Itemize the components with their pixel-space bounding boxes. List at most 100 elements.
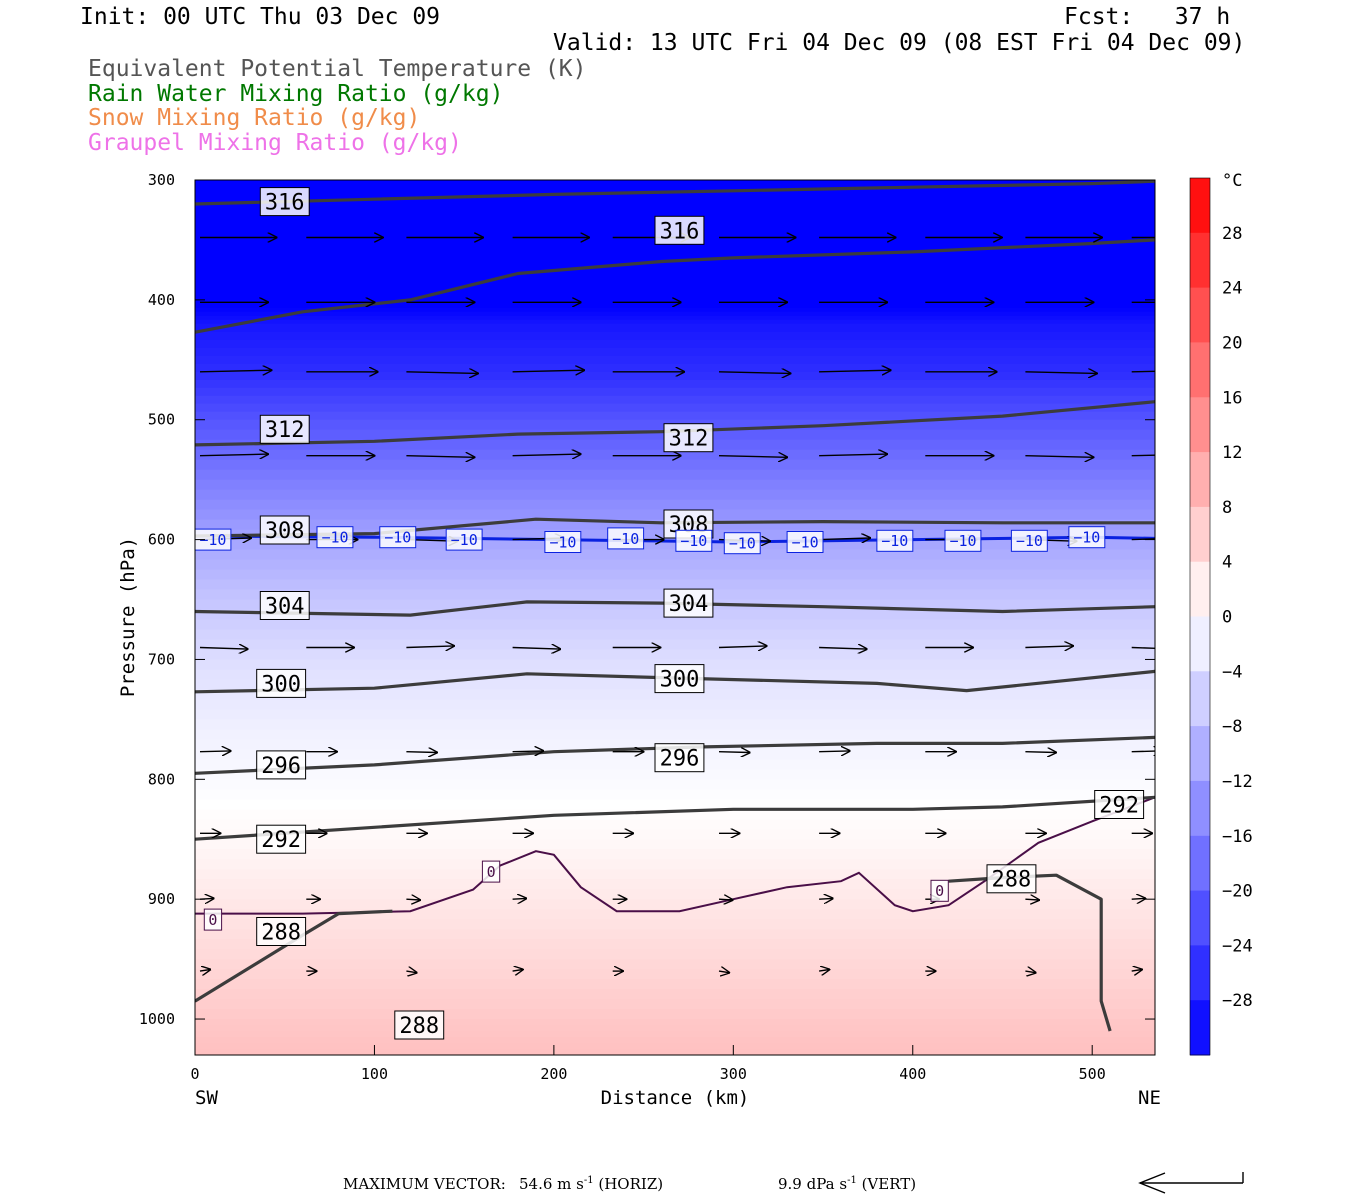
field-label-rain: Rain Water Mixing Ratio (g/kg) (88, 81, 504, 107)
theta-e-label: 296 (256, 750, 307, 780)
svg-text:304: 304 (669, 592, 709, 617)
wind-vector (1025, 971, 1035, 973)
temperature-band (195, 323, 1155, 333)
temperature-band (195, 979, 1155, 990)
svg-text:−10: −10 (549, 533, 576, 551)
wind-vector (1025, 372, 1096, 374)
temperature-band (195, 619, 1155, 631)
x-tick-label: 100 (361, 1065, 388, 1083)
wind-vector (406, 752, 437, 753)
wind-vector (406, 899, 420, 900)
svg-text:−10: −10 (792, 533, 819, 551)
zero-label: 0 (203, 908, 223, 931)
svg-text:−10: −10 (384, 529, 411, 547)
wind-vector (1131, 454, 1155, 457)
theta-e-contour-308 (195, 517, 1155, 538)
colorbar-tick-label: −4 (1222, 662, 1242, 682)
wind-vector (199, 970, 210, 972)
colorbar-tick-label: −8 (1222, 717, 1242, 737)
colorbar-tick-label: −16 (1222, 827, 1253, 847)
theta-e-contour-312 (195, 400, 1155, 447)
wind-vector (1131, 538, 1155, 541)
colorbar-unit: °C (1222, 171, 1242, 191)
field-label-snow: Snow Mixing Ratio (g/kg) (88, 105, 421, 131)
temperature-band (195, 849, 1155, 860)
svg-text:292: 292 (261, 828, 301, 853)
wind-vector (718, 372, 790, 374)
svg-text:−10: −10 (1073, 529, 1100, 547)
init-time: Init: 00 UTC Thu 03 Dec 09 (80, 4, 441, 30)
minus10-label: −10 (1010, 529, 1048, 552)
colorbar-swatch (1190, 506, 1210, 563)
svg-text:−10: −10 (1016, 532, 1043, 550)
temperature-band (195, 1049, 1155, 1055)
colorbar-frame (1189, 177, 1211, 1056)
theta-e-contour-292 (195, 795, 1155, 841)
temperature-band (195, 549, 1155, 561)
theta-e-label: 300 (654, 664, 705, 694)
svg-text:288: 288 (399, 1014, 439, 1039)
theta-e-label: 312 (663, 423, 714, 453)
wind-vector (718, 899, 733, 900)
temperature-band (195, 789, 1155, 800)
temperature-band (195, 355, 1155, 365)
ne-label: NE (1138, 1087, 1161, 1109)
wind-vector (199, 751, 231, 752)
minus10-label: −10 (445, 528, 483, 551)
temperature-band (195, 1037, 1155, 1044)
temperature-band (195, 539, 1155, 551)
temperature-band (195, 769, 1155, 780)
wind-vector (406, 372, 477, 374)
field-label-graupel: Graupel Mixing Ratio (g/kg) (88, 130, 462, 156)
theta-e-label: 288 (256, 917, 307, 946)
svg-text:292: 292 (1099, 793, 1139, 818)
svg-text:296: 296 (261, 754, 301, 779)
temperature-band (195, 699, 1155, 710)
theta-e-label: 292 (256, 824, 307, 854)
temperature-band (195, 469, 1155, 481)
wind-vector (1025, 646, 1073, 648)
minus10-label: −10 (194, 528, 232, 551)
colorbar-tick-label: 8 (1222, 498, 1232, 518)
svg-text:−10: −10 (729, 535, 756, 553)
temperature-band (195, 479, 1155, 491)
temperature-band (195, 729, 1155, 740)
svg-text:−10: −10 (881, 532, 908, 550)
wind-vector (406, 971, 416, 973)
colorbar-tick-label: 16 (1222, 388, 1242, 408)
temperature-shading (195, 180, 1155, 1055)
minus10-label: −10 (786, 531, 824, 553)
theta-e-label: 300 (256, 668, 307, 698)
svg-text:316: 316 (265, 191, 305, 216)
wind-vector (199, 370, 271, 372)
colorbar-tick-label: −24 (1222, 936, 1253, 956)
svg-text:304: 304 (265, 594, 305, 619)
x-tick-label: 500 (1079, 1065, 1106, 1083)
wind-vector (406, 646, 454, 648)
colorbar-tick-label: −28 (1222, 991, 1253, 1011)
wind-vector (1131, 970, 1142, 972)
temperature-band (195, 799, 1155, 810)
colorbar-swatch (1190, 397, 1210, 453)
svg-text:288: 288 (992, 868, 1032, 893)
temperature-band (195, 809, 1155, 820)
colorbar-swatch (1190, 561, 1210, 617)
svg-text:−10: −10 (199, 531, 226, 549)
wind-vector (199, 648, 248, 650)
reference-vector-icon (1138, 1172, 1244, 1194)
sw-label: SW (195, 1087, 218, 1109)
temperature-band (195, 899, 1155, 910)
y-tick-label: 900 (148, 890, 175, 908)
max-vector-label: MAXIMUM VECTOR: (343, 1175, 506, 1193)
zero-label: 0 (481, 860, 501, 883)
minus10-label: −10 (1068, 526, 1106, 549)
theta-e-label: 296 (654, 743, 705, 773)
temperature-band (195, 829, 1155, 840)
temperature-band (195, 559, 1155, 571)
temperature-colorbar: 28 24 20 16 12 8 4 0 −4 −8 −12 −16 −20 −24 −28 (1189, 177, 1253, 1056)
wind-vector (819, 648, 867, 650)
svg-text:312: 312 (669, 427, 709, 452)
svg-text:−10: −10 (612, 530, 639, 548)
svg-text:0: 0 (208, 911, 217, 929)
